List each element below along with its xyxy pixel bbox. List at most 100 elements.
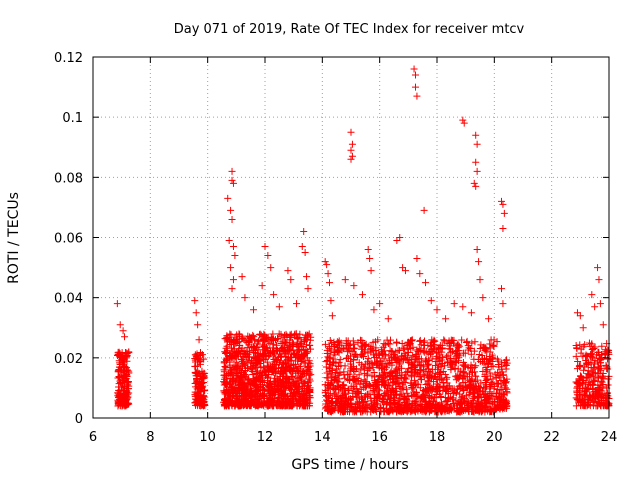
data-point (590, 345, 598, 353)
data-point (371, 359, 379, 367)
data-point (231, 353, 239, 361)
data-point (392, 384, 400, 392)
outlier-point (194, 321, 202, 329)
data-point (460, 387, 468, 395)
data-point (238, 400, 246, 408)
data-point (502, 362, 510, 370)
data-point (249, 399, 257, 407)
outlier-point (485, 315, 493, 323)
data-point (265, 366, 273, 374)
outlier-point (479, 294, 487, 302)
data-point (431, 400, 439, 408)
data-point (352, 393, 360, 401)
data-point (119, 353, 127, 361)
data-point (264, 353, 272, 361)
data-point (451, 388, 459, 396)
data-point (341, 362, 349, 370)
data-point (222, 350, 230, 358)
data-point (572, 394, 580, 402)
data-point (604, 399, 612, 407)
outlier-point (591, 303, 599, 311)
data-point (458, 406, 466, 414)
data-point (295, 334, 303, 342)
data-point (475, 408, 483, 416)
data-point (229, 391, 237, 399)
data-point (486, 382, 494, 390)
data-point (229, 338, 237, 346)
data-point (344, 386, 352, 394)
data-point (489, 362, 497, 370)
data-point (585, 396, 593, 404)
outlier-point (228, 176, 236, 184)
data-point (304, 362, 312, 370)
data-point (334, 383, 342, 391)
data-point (254, 383, 262, 391)
data-point (305, 366, 313, 374)
data-point (380, 407, 388, 415)
data-point (402, 375, 410, 383)
data-point (330, 349, 338, 357)
data-point (459, 379, 467, 387)
data-point (404, 393, 412, 401)
data-point (408, 383, 416, 391)
data-point (286, 384, 294, 392)
data-point (487, 378, 495, 386)
data-point (301, 402, 309, 410)
data-point (331, 391, 339, 399)
data-point (480, 359, 488, 367)
outlier-point (473, 246, 481, 254)
data-point (393, 338, 401, 346)
data-point (342, 394, 350, 402)
data-point (450, 336, 458, 344)
outlier-point (367, 267, 375, 275)
data-point (378, 350, 386, 358)
data-point (416, 384, 424, 392)
data-point (426, 348, 434, 356)
data-point (393, 365, 401, 373)
data-point (390, 353, 398, 361)
data-point (325, 354, 333, 362)
data-point (116, 402, 124, 410)
data-point (304, 379, 312, 387)
data-point (387, 406, 395, 414)
data-point (501, 358, 509, 366)
y-tick-label: 0.02 (54, 352, 83, 367)
data-point (116, 377, 124, 385)
outlier-point (348, 140, 356, 148)
data-point (420, 348, 428, 356)
data-point (431, 372, 439, 380)
data-point (323, 369, 331, 377)
data-point (194, 389, 202, 397)
data-point (239, 334, 247, 342)
data-point (226, 380, 234, 388)
data-point (250, 376, 258, 384)
data-point (383, 372, 391, 380)
data-point (577, 349, 585, 357)
data-point (374, 378, 382, 386)
data-point (460, 372, 468, 380)
data-point (404, 349, 412, 357)
data-point (418, 403, 426, 411)
data-point (459, 359, 467, 367)
data-point (465, 344, 473, 352)
data-point (347, 403, 355, 411)
data-point (424, 392, 432, 400)
outlier-point (396, 234, 404, 241)
data-point (380, 340, 388, 348)
data-point (444, 351, 452, 359)
data-point (463, 339, 471, 347)
data-point (325, 364, 333, 372)
data-point (578, 373, 586, 381)
data-point (411, 365, 419, 373)
data-point (401, 379, 409, 387)
data-point (394, 380, 402, 388)
data-point (379, 404, 387, 412)
data-point (573, 379, 581, 387)
data-point (357, 366, 365, 374)
data-point (594, 386, 602, 394)
data-point (391, 390, 399, 398)
data-point (483, 375, 491, 383)
data-point (220, 375, 228, 383)
data-point (287, 373, 295, 381)
outlier-point (323, 261, 331, 269)
